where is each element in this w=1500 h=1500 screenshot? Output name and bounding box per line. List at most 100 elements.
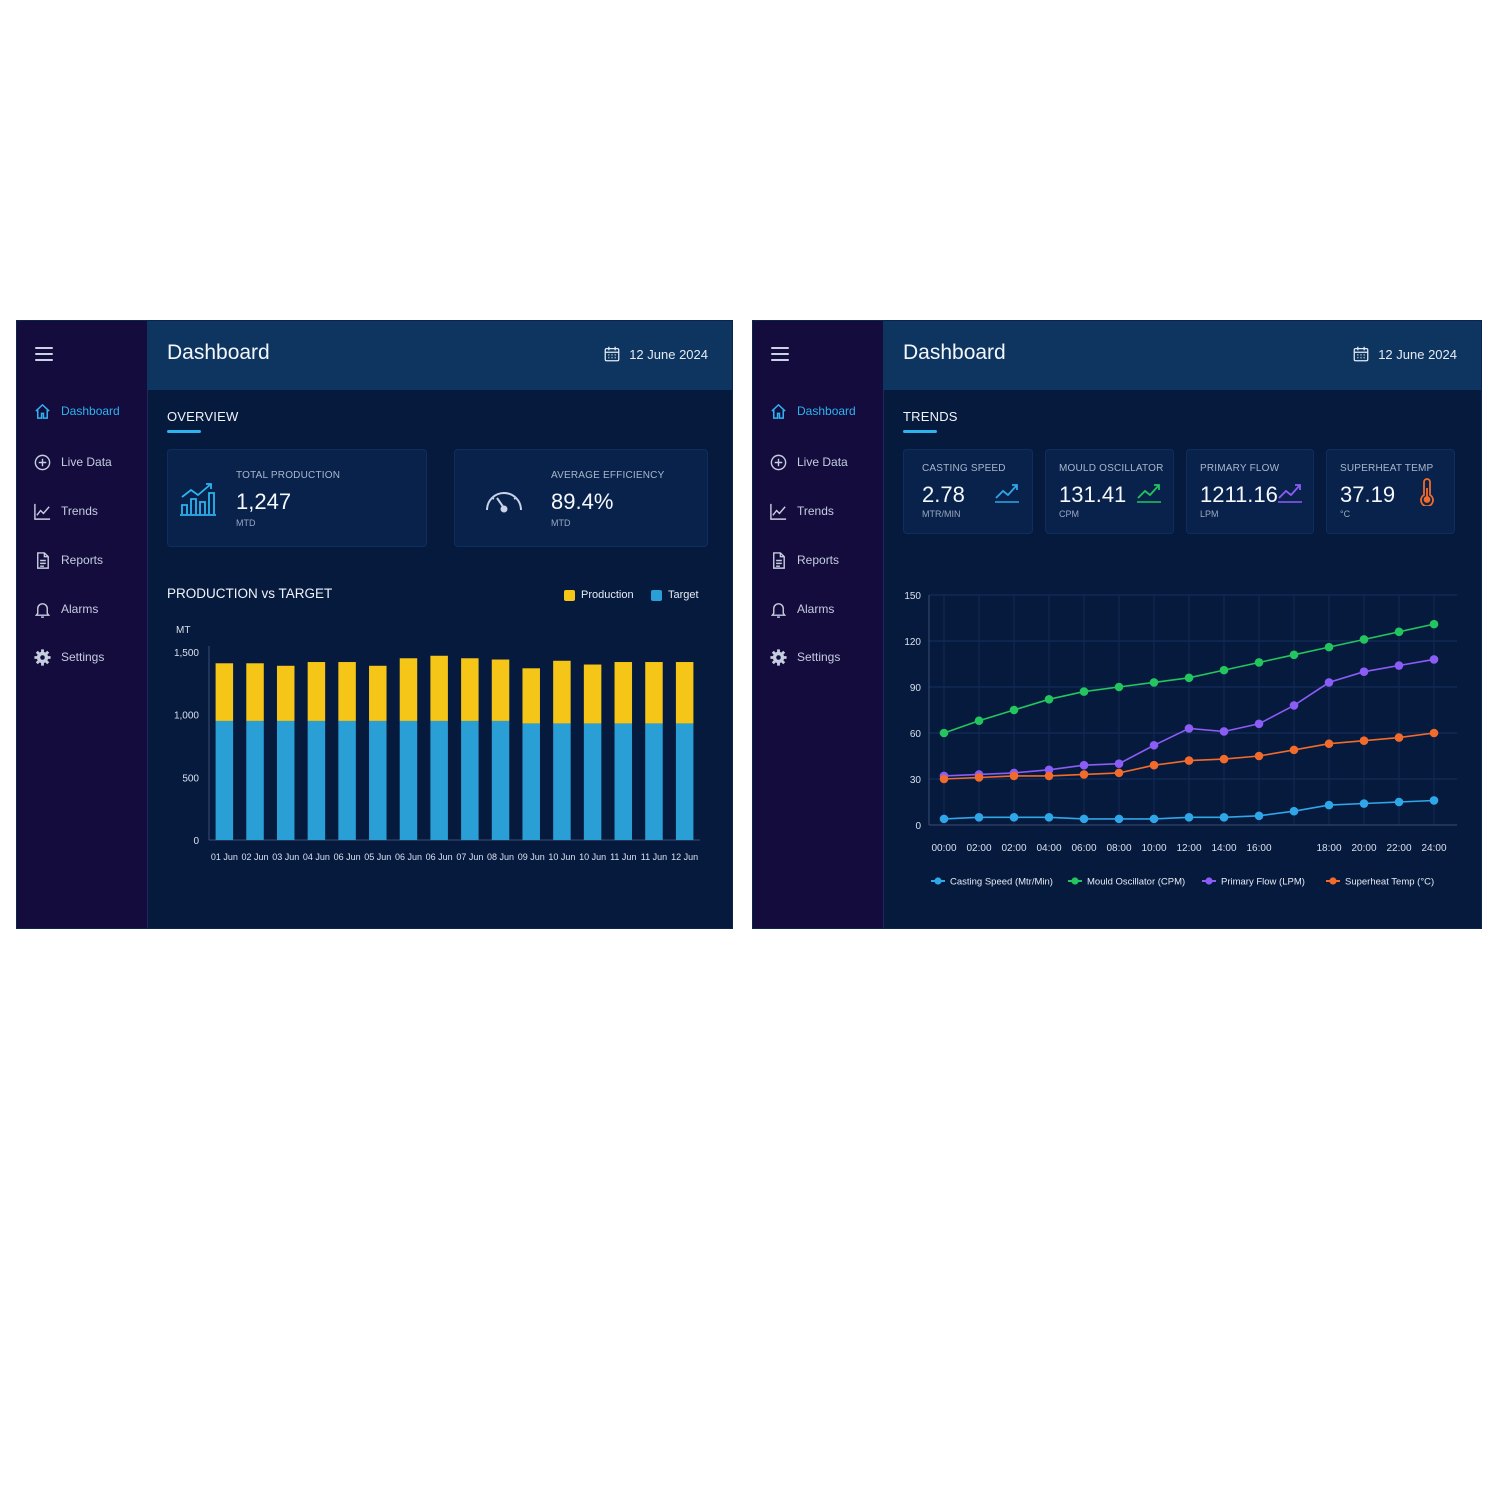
kpi-unit: MTR/MIN (922, 509, 961, 519)
production-bar (645, 662, 663, 724)
x-tick-label: 14:00 (1211, 843, 1236, 854)
sidebar-item-label: Settings (61, 650, 105, 664)
legend-label: Superheat Temp (°C) (1345, 877, 1434, 888)
x-tick-label: 00:00 (931, 843, 956, 854)
trend-line-icon (34, 503, 51, 520)
sidebar-item-settings[interactable]: Settings (33, 646, 104, 668)
data-point (1289, 806, 1299, 816)
date-picker[interactable]: 12 June 2024 (1352, 345, 1457, 363)
data-point (1254, 719, 1264, 729)
y-tick-label: 150 (904, 591, 921, 602)
kpi-label: AVERAGE EFFICIENCY (551, 470, 665, 481)
data-point (939, 814, 949, 824)
sidebar-item-reports[interactable]: Reports (769, 549, 839, 571)
sidebar-item-trends[interactable]: Trends (769, 500, 834, 522)
kpi-value: 2.78 (922, 482, 965, 507)
kpi-value: 89.4% (551, 489, 614, 514)
legend-label: Primary Flow (LPM) (1221, 877, 1305, 888)
sidebar-item-alarms[interactable]: Alarms (33, 598, 98, 620)
production-bar (246, 663, 264, 721)
current-date: 12 June 2024 (629, 346, 708, 362)
x-tick-label: 11 Jun (641, 852, 667, 862)
x-tick-label: 09 Jun (518, 852, 545, 862)
data-point (1289, 701, 1299, 710)
data-point (1394, 733, 1404, 742)
y-tick-label: 1,500 (174, 648, 199, 659)
x-tick-label: 02:00 (1001, 843, 1026, 854)
production-bar (491, 659, 510, 721)
section-title: OVERVIEW (167, 409, 239, 424)
x-tick-label: 10 Jun (579, 852, 606, 862)
kpi-card-superheat-temp: SUPERHEAT TEMP 37.19 °C (1326, 449, 1455, 534)
x-tick-label: 06 Jun (395, 852, 422, 862)
sidebar-item-label: Reports (797, 553, 840, 567)
sidebar-item-label: Alarms (797, 602, 835, 616)
sidebar-item-live-data[interactable]: Live Data (769, 451, 848, 473)
sidebar-item-settings[interactable]: Settings (769, 646, 840, 668)
x-tick-label: 24:00 (1421, 843, 1446, 854)
legend-label: Casting Speed (Mtr/Min) (950, 877, 1053, 888)
data-point (1289, 745, 1299, 755)
kpi-label: TOTAL PRODUCTION (236, 470, 341, 481)
sidebar-item-alarms[interactable]: Alarms (769, 598, 834, 620)
data-point (974, 813, 984, 822)
data-point (1184, 673, 1194, 683)
section-title: TRENDS (903, 409, 958, 424)
target-bar (491, 720, 510, 840)
data-point (1429, 619, 1439, 629)
hamburger-menu-icon[interactable] (35, 347, 53, 361)
sidebar-item-label: Settings (797, 650, 841, 664)
document-icon (773, 551, 785, 569)
kpi-unit: MTD (236, 518, 256, 528)
legend-label: Mould Oscillator (CPM) (1087, 877, 1185, 888)
x-tick-label: 02:00 (966, 843, 991, 854)
production-bar (583, 664, 602, 724)
x-tick-label: 03 Jun (272, 852, 299, 862)
date-picker[interactable]: 12 June 2024 (603, 345, 708, 363)
bell-icon (34, 602, 51, 618)
kpi-label: CASTING SPEED (922, 463, 1006, 474)
x-tick-label: 04:00 (1036, 843, 1061, 854)
y-tick-label: 30 (910, 775, 922, 786)
data-point (1324, 739, 1334, 749)
sidebar-item-reports[interactable]: Reports (33, 549, 103, 571)
x-tick-label: 01 Jun (211, 852, 238, 862)
kpi-value: 1,247 (236, 489, 292, 514)
data-point (1254, 751, 1264, 761)
data-point (1359, 635, 1369, 644)
production-bar (338, 662, 356, 721)
sidebar-item-label: Live Data (797, 455, 848, 469)
target-bar (675, 723, 694, 840)
sidebar-item-dashboard[interactable]: Dashboard (33, 400, 120, 422)
sidebar-item-live-data[interactable]: Live Data (33, 451, 112, 473)
y-tick-label: 120 (904, 637, 921, 648)
data-point (1009, 813, 1019, 822)
y-tick-label: 0 (915, 821, 921, 832)
production-bar (369, 665, 387, 721)
data-point (1359, 799, 1369, 808)
hamburger-menu-icon[interactable] (771, 347, 789, 361)
kpi-label: SUPERHEAT TEMP (1340, 463, 1434, 474)
x-tick-label: 06:00 (1071, 843, 1096, 854)
target-bar (522, 723, 540, 840)
data-point (1149, 760, 1159, 770)
sidebar: Dashboard Live Data Trends Reports Alarm… (753, 321, 884, 928)
data-point (1184, 724, 1194, 733)
legend-marker (934, 877, 942, 885)
trend-line-icon (770, 503, 787, 520)
trends-dashboard-panel: Dashboard Live Data Trends Reports Alarm… (753, 321, 1481, 928)
header-bar: Dashboard 12 June 2024 (147, 321, 732, 390)
target-bar (430, 720, 448, 840)
sidebar-item-trends[interactable]: Trends (33, 500, 98, 522)
legend-swatch (651, 589, 662, 601)
target-bar (246, 720, 264, 840)
bell-icon (770, 602, 787, 618)
data-point (1429, 655, 1439, 664)
data-point (1079, 687, 1089, 696)
legend-label: Target (668, 589, 699, 601)
sidebar-item-dashboard[interactable]: Dashboard (769, 400, 856, 422)
kpi-label: MOULD OSCILLATOR (1059, 463, 1164, 474)
calendar-icon (604, 346, 620, 362)
data-point (1114, 814, 1124, 824)
header-bar: Dashboard 12 June 2024 (883, 321, 1481, 390)
